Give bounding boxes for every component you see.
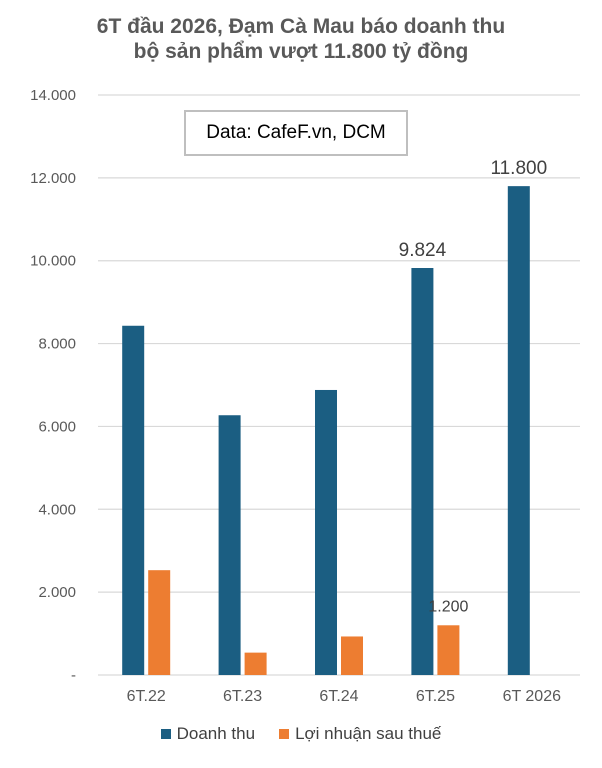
chart-title-line-2: bộ sản phẩm vượt 11.800 tỷ đồng xyxy=(133,40,469,63)
legend: Doanh thu Lợi nhuận sau thuế xyxy=(0,724,602,744)
bar-profit-1 xyxy=(244,652,267,675)
y-tick-label: 6.000 xyxy=(38,418,76,435)
data-label: 1.200 xyxy=(428,598,468,615)
chart-title: 6T đầu 2026, Đạm Cà Mau báo doanh thu bộ… xyxy=(0,14,602,64)
data-label: 9.824 xyxy=(399,240,447,261)
y-tick-label: - xyxy=(71,667,76,684)
bar-profit-3 xyxy=(437,625,460,675)
x-tick-label: 6T.22 xyxy=(127,688,166,705)
bar-revenue-3 xyxy=(411,268,434,675)
bar-profit-0 xyxy=(148,570,171,675)
legend-swatch-revenue xyxy=(160,729,171,739)
x-tick-label: 6T.25 xyxy=(416,688,455,705)
legend-label-profit: Lợi nhuận sau thuế xyxy=(295,724,442,743)
legend-label-revenue: Doanh thu xyxy=(176,724,256,743)
y-tick-label: 10.000 xyxy=(30,253,76,270)
bar-revenue-2 xyxy=(315,389,337,675)
source-note: Data: CafeF.vn, DCM xyxy=(206,122,386,143)
y-tick-label: 2.000 xyxy=(38,584,76,601)
data-label: 11.800 xyxy=(490,158,547,179)
y-tick-label: 4.000 xyxy=(38,501,76,518)
y-tick-label: 12.000 xyxy=(30,170,76,187)
y-tick-label: 8.000 xyxy=(38,336,76,353)
chart-title-line-1: 6T đầu 2026, Đạm Cà Mau báo doanh thu xyxy=(96,15,506,38)
x-tick-label: 6T.24 xyxy=(319,688,358,705)
legend-swatch-profit xyxy=(279,729,290,739)
source-note-box: Data: CafeF.vn, DCM xyxy=(184,110,408,156)
x-tick-label: 6T.23 xyxy=(223,688,262,705)
y-tick-label: 14.000 xyxy=(30,87,76,104)
x-tick-label: 6T 2026 xyxy=(503,688,562,705)
bar-revenue-1 xyxy=(218,415,241,675)
bar-revenue-0 xyxy=(122,325,145,675)
bar-profit-2 xyxy=(341,636,363,675)
legend-item-profit: Lợi nhuận sau thuế xyxy=(279,724,441,744)
bar-revenue-4 xyxy=(507,186,530,675)
legend-item-revenue: Doanh thu xyxy=(160,724,256,744)
